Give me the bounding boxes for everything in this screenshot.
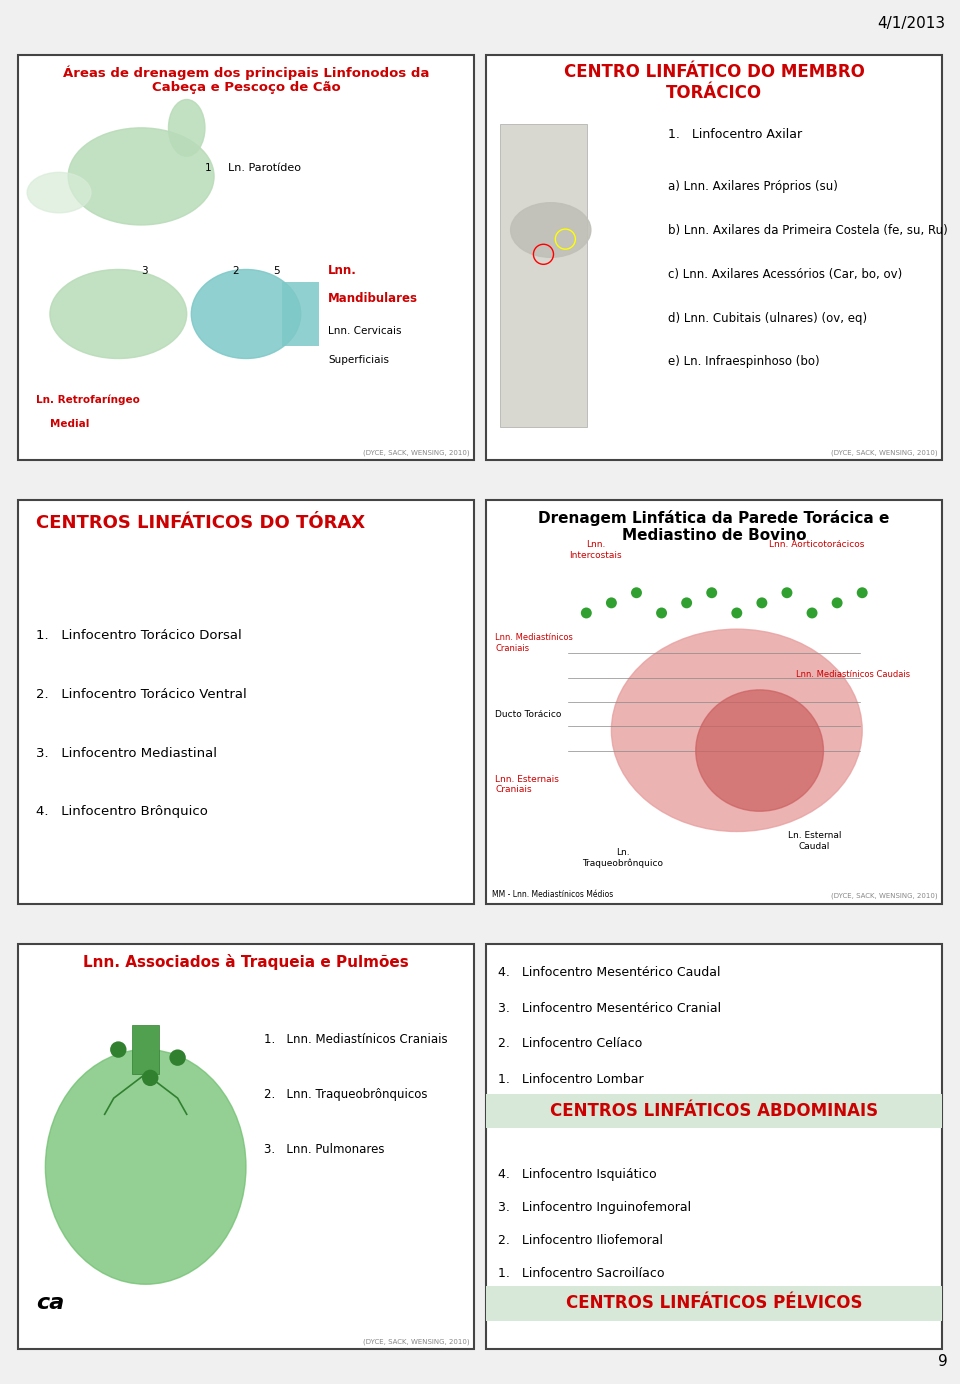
Circle shape	[110, 1041, 127, 1057]
Bar	[486, 1095, 942, 1128]
Bar	[18, 500, 474, 904]
Text: 1.   Linfocentro Sacroilíaco: 1. Linfocentro Sacroilíaco	[498, 1268, 664, 1280]
Circle shape	[732, 608, 742, 619]
Circle shape	[856, 587, 868, 598]
Text: 3: 3	[141, 266, 148, 275]
Ellipse shape	[27, 173, 91, 213]
Text: 2: 2	[232, 266, 239, 275]
Bar	[132, 1026, 159, 1074]
Circle shape	[606, 598, 617, 609]
Text: 4.   Linfocentro Brônquico: 4. Linfocentro Brônquico	[36, 805, 208, 818]
Circle shape	[831, 598, 843, 609]
Text: 2.   Linfocentro Celíaco: 2. Linfocentro Celíaco	[498, 1038, 642, 1050]
Circle shape	[631, 587, 642, 598]
Bar	[486, 55, 942, 459]
Text: Ln. Esternal
Caudal: Ln. Esternal Caudal	[787, 832, 841, 851]
Text: 3.   Lnn. Pulmonares: 3. Lnn. Pulmonares	[264, 1143, 385, 1156]
Text: (DYCE, SACK, WENSING, 2010): (DYCE, SACK, WENSING, 2010)	[831, 450, 938, 455]
Circle shape	[781, 587, 792, 598]
Text: Lnn. Associados à Traqueia e Pulmões: Lnn. Associados à Traqueia e Pulmões	[84, 955, 409, 970]
Text: 9: 9	[938, 1354, 948, 1369]
Text: a) Lnn. Axilares Próprios (su): a) Lnn. Axilares Próprios (su)	[668, 180, 838, 194]
Text: Lnn.: Lnn.	[328, 263, 357, 277]
Text: e) Ln. Infraespinhoso (bo): e) Ln. Infraespinhoso (bo)	[668, 356, 820, 368]
Text: Lnn. Mediastínicos Caudais: Lnn. Mediastínicos Caudais	[796, 670, 910, 678]
Ellipse shape	[191, 270, 300, 358]
Text: Lnn. Cervicais: Lnn. Cervicais	[328, 327, 401, 336]
Text: 3.   Linfocentro Mediastinal: 3. Linfocentro Mediastinal	[36, 746, 217, 760]
Text: 1.   Linfocentro Torácico Dorsal: 1. Linfocentro Torácico Dorsal	[36, 630, 242, 642]
Text: CENTROS LINFÁTICOS DO TÓRAX: CENTROS LINFÁTICOS DO TÓRAX	[36, 513, 365, 531]
Text: (DYCE, SACK, WENSING, 2010): (DYCE, SACK, WENSING, 2010)	[831, 893, 938, 900]
Text: 1.   Lnn. Mediastínicos Craniais: 1. Lnn. Mediastínicos Craniais	[264, 1034, 448, 1046]
Text: 3.   Linfocentro Inguinofemoral: 3. Linfocentro Inguinofemoral	[498, 1201, 691, 1214]
Text: 2.   Linfocentro Iliofemoral: 2. Linfocentro Iliofemoral	[498, 1235, 663, 1247]
Text: CENTRO LINFÁTICO DO MEMBRO
TORÁCICO: CENTRO LINFÁTICO DO MEMBRO TORÁCICO	[564, 64, 864, 102]
Bar	[499, 123, 588, 428]
Circle shape	[142, 1070, 158, 1086]
Text: 1.   Linfocentro Lombar: 1. Linfocentro Lombar	[498, 1073, 643, 1086]
Text: MM - Lnn. Mediastínicos Médios: MM - Lnn. Mediastínicos Médios	[492, 890, 613, 900]
Circle shape	[656, 608, 667, 619]
Ellipse shape	[45, 1049, 246, 1284]
Text: Lnn. Aorticotorácicos: Lnn. Aorticotorácicos	[769, 540, 864, 549]
Text: 2.   Lnn. Traqueobrônquicos: 2. Lnn. Traqueobrônquicos	[264, 1088, 428, 1102]
Text: Áreas de drenagem dos principais Linfonodos da
Cabeça e Pescoço de Cão: Áreas de drenagem dos principais Linfono…	[62, 65, 429, 94]
Text: 3.   Linfocentro Mesentérico Cranial: 3. Linfocentro Mesentérico Cranial	[498, 1002, 721, 1014]
Text: 4/1/2013: 4/1/2013	[876, 17, 945, 30]
Bar	[486, 500, 942, 904]
Text: 1.   Linfocentro Axilar: 1. Linfocentro Axilar	[668, 127, 803, 141]
Ellipse shape	[612, 630, 862, 832]
Text: Ln.
Traqueobrônquico: Ln. Traqueobrônquico	[583, 847, 663, 868]
Bar	[282, 281, 319, 346]
Ellipse shape	[50, 270, 186, 358]
Text: 1: 1	[205, 163, 211, 173]
Text: 4.   Linfocentro Isquiático: 4. Linfocentro Isquiático	[498, 1168, 657, 1181]
Text: 2.   Linfocentro Torácico Ventral: 2. Linfocentro Torácico Ventral	[36, 688, 247, 700]
Ellipse shape	[696, 689, 824, 811]
Text: Mandibulares: Mandibulares	[328, 292, 419, 304]
Ellipse shape	[169, 100, 205, 156]
Text: CENTROS LINFÁTICOS ABDOMINAIS: CENTROS LINFÁTICOS ABDOMINAIS	[550, 1102, 878, 1120]
Text: 4.   Linfocentro Mesentérico Caudal: 4. Linfocentro Mesentérico Caudal	[498, 966, 721, 980]
Text: ca: ca	[36, 1293, 64, 1312]
Text: Lnn.
Intercostais: Lnn. Intercostais	[569, 540, 622, 559]
Ellipse shape	[68, 127, 214, 226]
Text: Ln. Parotídeo: Ln. Parotídeo	[228, 163, 300, 173]
Text: Superficiais: Superficiais	[328, 354, 389, 364]
Text: Lnn. Mediastínicos
Craniais: Lnn. Mediastínicos Craniais	[495, 634, 573, 653]
Bar	[18, 55, 474, 459]
Text: Drenagem Linfática da Parede Torácica e
Mediastino de Bovino: Drenagem Linfática da Parede Torácica e …	[539, 509, 890, 543]
Text: Ducto Torácico: Ducto Torácico	[495, 710, 562, 720]
Text: Ln. Retrofaríngeo: Ln. Retrofaríngeo	[36, 394, 140, 406]
Text: CENTROS LINFÁTICOS PÉLVICOS: CENTROS LINFÁTICOS PÉLVICOS	[565, 1294, 862, 1312]
Text: b) Lnn. Axilares da Primeira Costela (fe, su, Ru): b) Lnn. Axilares da Primeira Costela (fe…	[668, 224, 948, 237]
Circle shape	[806, 608, 818, 619]
Text: d) Lnn. Cubitais (ulnares) (ov, eq): d) Lnn. Cubitais (ulnares) (ov, eq)	[668, 311, 868, 325]
Circle shape	[682, 598, 692, 609]
Ellipse shape	[511, 202, 591, 257]
Text: (DYCE, SACK, WENSING, 2010): (DYCE, SACK, WENSING, 2010)	[364, 450, 470, 455]
Text: (DYCE, SACK, WENSING, 2010): (DYCE, SACK, WENSING, 2010)	[364, 1338, 470, 1345]
Circle shape	[169, 1049, 186, 1066]
Text: Medial: Medial	[50, 419, 89, 429]
Text: Lnn. Esternais
Craniais: Lnn. Esternais Craniais	[495, 775, 559, 794]
Text: c) Lnn. Axilares Acessórios (Car, bo, ov): c) Lnn. Axilares Acessórios (Car, bo, ov…	[668, 268, 902, 281]
Bar	[486, 944, 942, 1349]
Text: 5: 5	[274, 266, 280, 275]
Bar	[18, 944, 474, 1349]
Bar	[486, 1286, 942, 1320]
Circle shape	[756, 598, 767, 609]
Circle shape	[581, 608, 591, 619]
Circle shape	[707, 587, 717, 598]
